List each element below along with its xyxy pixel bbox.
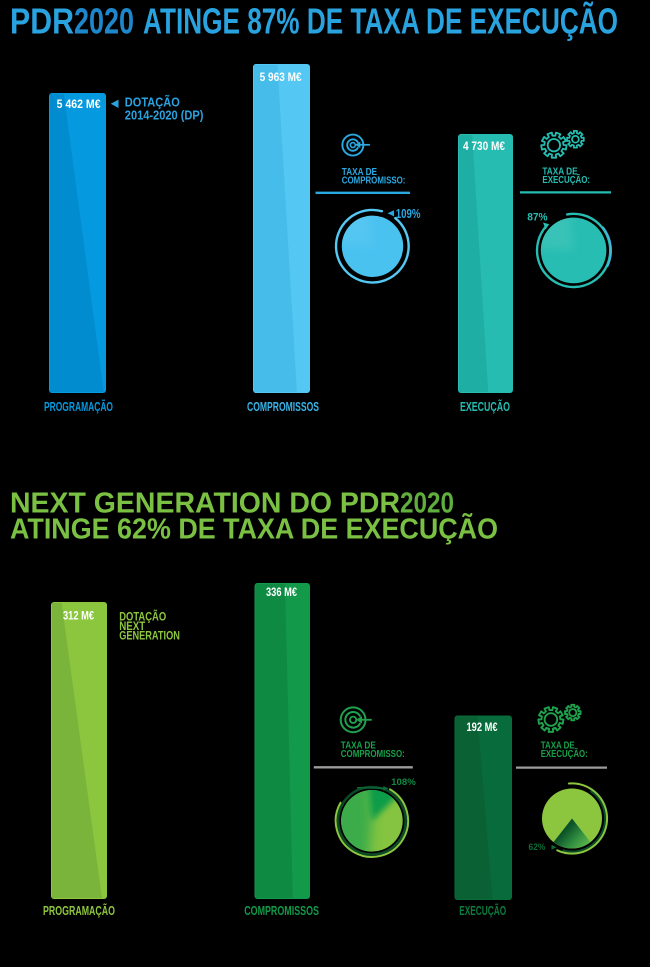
svg-text:312 M€: 312 M€	[63, 610, 94, 623]
svg-text:336 M€: 336 M€	[266, 586, 297, 599]
svg-text:PROGRAMAÇÃO: PROGRAMAÇÃO	[43, 903, 115, 918]
svg-text:EXECUÇÃO: EXECUÇÃO	[460, 399, 510, 414]
svg-text:2020: 2020	[74, 1, 134, 42]
svg-text:109%: 109%	[396, 207, 421, 221]
svg-text:5 963 M€: 5 963 M€	[260, 71, 302, 84]
svg-text:DOTAÇÃO: DOTAÇÃO	[119, 611, 166, 624]
svg-text:NEXT: NEXT	[119, 621, 145, 633]
svg-text:4 730 M€: 4 730 M€	[463, 140, 505, 153]
svg-text:62%: 62%	[529, 842, 546, 853]
svg-text:TAXA DE: TAXA DE	[342, 167, 377, 178]
svg-text:COMPROMISSO:: COMPROMISSO:	[341, 749, 405, 760]
svg-text:108%: 108%	[391, 777, 416, 787]
svg-text:ATINGE 62% DE TAXA DE EXECUÇÃO: ATINGE 62% DE TAXA DE EXECUÇÃO	[10, 512, 498, 546]
svg-text:EXECUÇÃO:: EXECUÇÃO:	[542, 173, 590, 186]
svg-text:TAXA DE: TAXA DE	[541, 741, 575, 752]
svg-text:COMPROMISSO:: COMPROMISSO:	[342, 176, 406, 187]
svg-text:NEXT GENERATION DO PDR: NEXT GENERATION DO PDR	[10, 488, 400, 520]
svg-text:EXECUÇÃO: EXECUÇÃO	[459, 903, 506, 918]
svg-text:DOTAÇÃO: DOTAÇÃO	[125, 95, 180, 110]
svg-text:192 M€: 192 M€	[467, 721, 498, 734]
svg-text:2014-2020 (DP): 2014-2020 (DP)	[125, 108, 204, 123]
svg-text:GENERATION: GENERATION	[119, 631, 180, 643]
svg-text:COMPROMISSOS: COMPROMISSOS	[247, 400, 319, 414]
svg-text:ATINGE 87% DE TAXA DE EXECUÇÃO: ATINGE 87% DE TAXA DE EXECUÇÃO	[143, 0, 618, 42]
svg-text:COMPROMISSOS: COMPROMISSOS	[244, 904, 319, 918]
svg-text:TAXA DE: TAXA DE	[542, 167, 577, 178]
svg-text:TAXA DE: TAXA DE	[341, 741, 376, 752]
svg-text:PDR: PDR	[10, 1, 74, 42]
svg-text:2020: 2020	[400, 488, 454, 520]
svg-text:87%: 87%	[527, 212, 547, 224]
svg-text:5 462 M€: 5 462 M€	[57, 98, 101, 111]
svg-text:EXECUÇÃO:: EXECUÇÃO:	[541, 747, 588, 760]
svg-text:PROGRAMAÇÃO: PROGRAMAÇÃO	[44, 399, 113, 414]
